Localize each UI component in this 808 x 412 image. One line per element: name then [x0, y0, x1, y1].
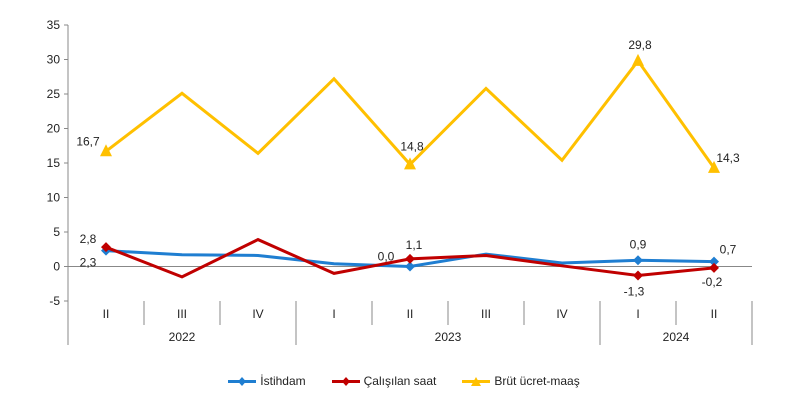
- x-tick-label: III: [481, 307, 491, 321]
- y-tick-label: 35: [47, 18, 61, 32]
- data-point: [632, 53, 644, 66]
- data-point: [405, 253, 415, 264]
- data-point: [404, 157, 416, 170]
- year-label: 2023: [435, 330, 462, 344]
- data-point: [709, 256, 719, 267]
- y-tick-label: 10: [47, 191, 61, 205]
- data-label: 2,8: [80, 232, 97, 246]
- year-label: 2022: [169, 330, 196, 344]
- data-point: [100, 144, 112, 157]
- data-label: 29,8: [628, 38, 652, 52]
- x-tick-label: II: [103, 307, 110, 321]
- data-label: 0,0: [378, 250, 395, 264]
- data-label: -0,2: [702, 275, 723, 289]
- y-tick-label: 5: [53, 225, 60, 239]
- year-label: 2024: [663, 330, 690, 344]
- data-label: 16,7: [76, 134, 100, 148]
- y-tick-label: 25: [47, 87, 61, 101]
- data-label: 14,8: [400, 139, 424, 153]
- data-point: [633, 255, 643, 266]
- x-tick-label: II: [407, 307, 414, 321]
- data-point: [405, 261, 415, 272]
- y-tick-label: -5: [49, 294, 60, 308]
- legend-item: Çalışılan saat: [331, 374, 437, 388]
- x-tick-label: IV: [252, 307, 263, 321]
- x-tick-label: II: [711, 307, 718, 321]
- data-point: [101, 242, 111, 253]
- legend-swatch-icon: [331, 376, 360, 386]
- x-tick-label: I: [636, 307, 639, 321]
- y-tick-label: 30: [47, 53, 61, 67]
- legend: İstihdam Çalışılan saat Brüt ücret-maaş: [0, 374, 808, 388]
- y-tick-label: 15: [47, 156, 61, 170]
- data-label: 0,9: [630, 237, 647, 251]
- x-tick-label: I: [332, 307, 335, 321]
- y-tick-label: 20: [47, 122, 61, 136]
- legend-label: İstihdam: [260, 374, 306, 388]
- legend-item: Brüt ücret-maaş: [462, 374, 580, 388]
- data-point: [709, 262, 719, 273]
- y-tick-label: 0: [53, 260, 60, 274]
- data-label: -1,3: [624, 284, 645, 298]
- data-label: 2,3: [80, 256, 97, 270]
- data-point: [633, 270, 643, 281]
- data-point: [708, 160, 720, 173]
- legend-item: İstihdam: [228, 374, 306, 388]
- x-tick-label: III: [177, 307, 187, 321]
- legend-label: Çalışılan saat: [363, 374, 437, 388]
- data-label: 14,3: [716, 151, 740, 165]
- x-tick-label: IV: [556, 307, 567, 321]
- data-label: 0,7: [720, 243, 737, 257]
- legend-label: Brüt ücret-maaş: [494, 374, 580, 388]
- legend-swatch-icon: [228, 376, 257, 386]
- data-label: 1,1: [406, 238, 423, 252]
- legend-swatch-icon: [462, 376, 491, 386]
